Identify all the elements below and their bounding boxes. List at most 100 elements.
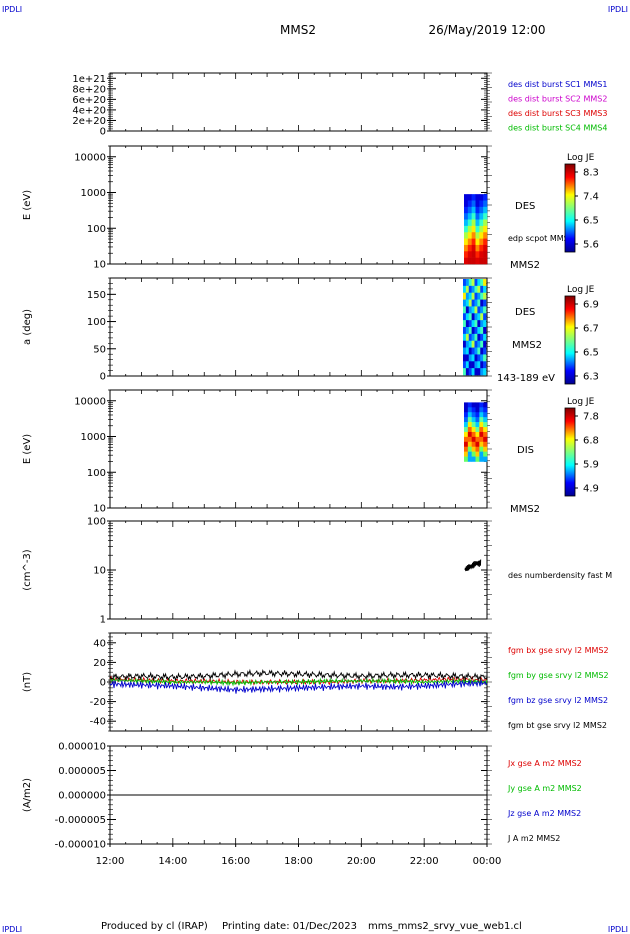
footer-filename: mms_mms2_srvy_vue_web1.cl <box>368 921 522 932</box>
des-energy-cell <box>467 219 472 227</box>
des-energy-cell <box>471 251 476 258</box>
des-energy-cell <box>479 232 484 239</box>
des-energy-cell <box>471 232 476 239</box>
des-energy-colorbar-tick: 6.5 <box>583 216 599 227</box>
des-pitch-cell <box>474 279 478 287</box>
des-pitch-cell <box>477 292 481 300</box>
des-energy-cell <box>483 244 488 252</box>
des-pitch-cell <box>471 285 475 294</box>
des-pitch-ylabel: a (deg) <box>22 309 33 345</box>
des-pitch-cell <box>463 361 467 369</box>
des-energy-colorbar-tick: 8.3 <box>583 168 599 179</box>
mms2-side-label-3: MMS2 <box>510 504 540 515</box>
fgm-legend-2: fgm by gse srvy l2 MMS2 <box>508 671 609 680</box>
current-ylabel: (A/m2) <box>22 778 33 812</box>
dist-burst-legend-4: des dist burst SC4 MMS4 <box>508 124 607 133</box>
des-pitch-cell <box>477 320 481 328</box>
dis-energy-cell <box>467 427 472 433</box>
des-pitch-cell <box>471 299 475 307</box>
dis-energy-cell <box>483 412 488 418</box>
energy-range-label: 143-189 eV <box>497 373 555 384</box>
des-pitch-cell <box>483 340 487 348</box>
des-energy-cell <box>475 232 480 239</box>
des-pitch-cell <box>477 285 481 294</box>
des-energy-cell <box>471 206 476 214</box>
des-pitch-cell <box>483 285 487 294</box>
des-pitch-colorbar-title: Log JE <box>567 285 595 295</box>
des-energy-cell <box>467 225 472 233</box>
dis-energy-cell <box>471 456 476 462</box>
x-tick-label: 22:00 <box>410 856 439 867</box>
des-pitch-cell <box>471 320 475 328</box>
des-energy-cell <box>475 206 480 214</box>
des-pitch-cell <box>474 368 478 376</box>
des-energy-cell <box>471 225 476 233</box>
des-pitch-cell <box>471 368 475 376</box>
des-energy-cell <box>479 219 484 227</box>
des-pitch-cell <box>465 306 470 314</box>
des-pitch-cell <box>468 327 472 335</box>
des-pitch-cell <box>468 279 472 287</box>
des-energy-colorbar-tick: 7.4 <box>583 192 599 203</box>
des-energy-cell <box>483 206 488 214</box>
des-energy-cell <box>483 251 488 258</box>
des-energy-cell <box>475 251 480 258</box>
des-energy-cell <box>483 194 488 201</box>
dist-burst-ytick: 6e+20 <box>72 95 106 106</box>
dist-burst-legend-2: des dist burst SC2 MMS2 <box>508 95 607 104</box>
des-energy-cell <box>475 244 480 252</box>
footer-printing-date: Printing date: 01/Dec/2023 <box>222 921 357 932</box>
des-energy-ylabel: E (eV) <box>22 190 33 220</box>
des-pitch-cell <box>480 279 484 287</box>
dis-energy-cell <box>475 427 480 433</box>
dis-energy-cell <box>483 431 488 438</box>
fgm-series-3 <box>109 679 488 694</box>
density-ytick: 100 <box>87 517 106 528</box>
des-energy-cell <box>464 213 469 220</box>
des-energy-cell <box>464 200 469 208</box>
dis-energy-cell <box>464 427 469 433</box>
des-pitch-cell <box>483 313 487 321</box>
dis-energy-cell <box>467 451 472 457</box>
des-pitch-colorbar-tick: 6.5 <box>583 348 599 359</box>
current-ytick: 0.000005 <box>58 766 106 777</box>
fgm-ylabel: (nT) <box>22 672 33 692</box>
dis-energy-cell <box>483 441 488 448</box>
des-pitch-colorbar <box>564 295 576 385</box>
des-pitch-cell <box>463 279 467 287</box>
current-ytick: -0.000005 <box>55 815 106 826</box>
dis-energy-cell <box>471 417 476 423</box>
dis-energy-cell <box>464 402 469 408</box>
des-energy-cell <box>467 194 472 201</box>
des-energy-colorbar-title: Log JE <box>567 153 595 163</box>
des-energy-cell <box>471 244 476 252</box>
dis-energy-cell <box>483 407 488 413</box>
edp-scpot-label: edp scpot MMS2 <box>508 234 574 243</box>
dis-energy-cell <box>471 441 476 448</box>
des-pitch-cell <box>477 306 481 314</box>
des-pitch-cell <box>468 368 472 376</box>
dis-energy-ytick: 1000 <box>81 432 106 443</box>
fgm-ytick: -40 <box>90 717 106 728</box>
des-pitch-cell <box>465 333 470 342</box>
des-energy-cell <box>475 225 480 233</box>
des-pitch-cell <box>468 340 472 348</box>
dis-energy-ytick: 100 <box>87 468 106 479</box>
des-pitch-cell <box>474 333 478 342</box>
dis-energy-cell <box>467 456 472 462</box>
dis-energy-cell <box>464 446 469 452</box>
des-pitch-cell <box>463 320 467 328</box>
des-pitch-cell <box>477 299 481 307</box>
fgm-ytick: -20 <box>90 697 106 708</box>
des-pitch-cell <box>465 313 470 321</box>
dist-burst-panel-frame <box>109 72 488 132</box>
spacecraft-title: MMS2 <box>280 23 316 37</box>
des-pitch-cell <box>471 354 475 362</box>
corner-label-bottom-right: IPDLI <box>608 925 628 934</box>
des-pitch-colorbar-tick: 6.3 <box>583 372 599 383</box>
des-pitch-cell <box>465 320 470 328</box>
dis-energy-cell <box>475 431 480 438</box>
des-energy-cell <box>483 219 488 227</box>
dis-energy-cell <box>479 407 484 413</box>
des-pitch-cell <box>471 333 475 342</box>
